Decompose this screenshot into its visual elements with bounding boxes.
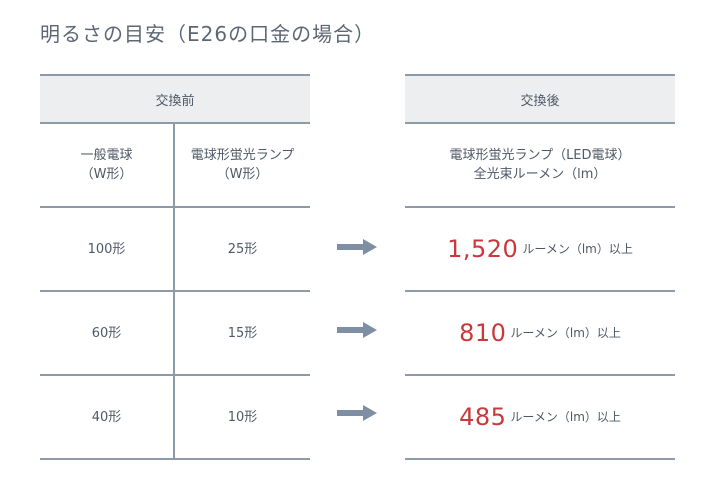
lumen-value: 1,520 — [447, 234, 519, 263]
lumen-unit: ルーメン（lm）以上 — [510, 409, 621, 424]
table-cell: 810 ルーメン（lm）以上 — [405, 292, 675, 374]
column-header-line: 一般電球 — [80, 148, 133, 163]
column-header: 電球形蛍光ランプ（LED電球） 全光束ルーメン（lm） — [405, 124, 675, 206]
table-row: 810 ルーメン（lm）以上 — [405, 292, 675, 376]
column-header-line: 全光束ルーメン（lm） — [473, 167, 607, 182]
table-cell: 1,520 ルーメン（lm）以上 — [405, 208, 675, 290]
table-row: 40形 10形 — [40, 376, 310, 460]
after-table: 交換後 電球形蛍光ランプ（LED電球） 全光束ルーメン（lm） 1,520 ルーメン… — [405, 74, 675, 460]
lumen-value: 810 — [459, 318, 507, 347]
table-cell: 60形 — [40, 292, 175, 374]
table-row: 485 ルーメン（lm）以上 — [405, 376, 675, 460]
table-cell: 15形 — [227, 325, 258, 341]
column-header: 一般電球 （W形） — [40, 124, 175, 206]
column-header-line: 電球形蛍光ランプ（LED電球） — [449, 148, 631, 163]
table-cell: 100形 — [40, 208, 175, 290]
arrow-right-icon — [337, 405, 377, 421]
table-row: 100形 25形 — [40, 208, 310, 292]
table-cell: 485 ルーメン（lm）以上 — [405, 376, 675, 458]
table-row: 60形 15形 — [40, 292, 310, 376]
table-row: 1,520 ルーメン（lm）以上 — [405, 208, 675, 292]
table-cell: 40形 — [40, 376, 175, 458]
column-header-line: （W形） — [80, 167, 133, 182]
column-header-line: （W形） — [216, 167, 269, 182]
before-subheader-row: 一般電球 （W形） 電球形蛍光ランプ （W形） — [40, 124, 310, 208]
table-cell: 10形 — [227, 409, 258, 425]
column-header-line: 電球形蛍光ランプ — [190, 148, 295, 163]
lumen-unit: ルーメン（lm）以上 — [522, 241, 633, 256]
before-header: 交換前 — [40, 74, 310, 124]
table-cell: 25形 — [227, 241, 258, 257]
before-table: 交換前 一般電球 （W形） 電球形蛍光ランプ （W形） 100形 25形 60形 1… — [40, 74, 310, 460]
lumen-value: 485 — [459, 402, 507, 431]
lumen-unit: ルーメン（lm）以上 — [510, 325, 621, 340]
after-subheader-row: 電球形蛍光ランプ（LED電球） 全光束ルーメン（lm） — [405, 124, 675, 208]
arrow-right-icon — [337, 239, 377, 255]
arrow-right-icon — [337, 322, 377, 338]
page-title: 明るさの目安（E26の口金の場合） — [40, 22, 376, 46]
column-header: 電球形蛍光ランプ （W形） — [175, 124, 310, 206]
after-header: 交換後 — [405, 74, 675, 124]
